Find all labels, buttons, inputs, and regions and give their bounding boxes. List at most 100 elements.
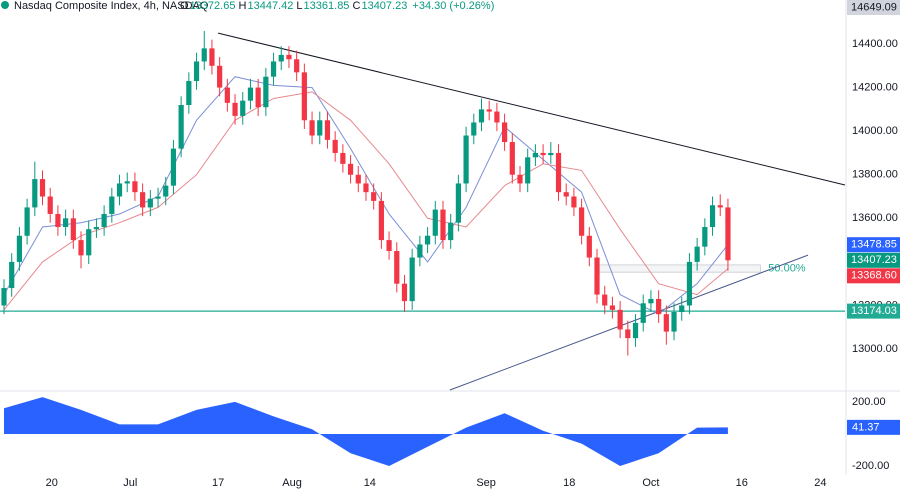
candle-body [278, 54, 284, 62]
candle-body [609, 305, 616, 310]
x-tick-label: Jul [123, 477, 137, 489]
candle-body [579, 207, 585, 236]
candle-body [101, 213, 107, 228]
x-tick-label: 24 [814, 477, 826, 489]
price-label: 13407.23 [851, 254, 897, 266]
candle-body [55, 213, 61, 228]
candle-body [371, 192, 377, 201]
candle-body [309, 120, 315, 136]
y-tick-label: 14400.00 [852, 38, 898, 50]
trendline [449, 254, 809, 391]
change-value: +34.30 (+0.26%) [412, 0, 494, 12]
moving-average [3, 91, 729, 311]
y-tick-label: 14200.00 [852, 81, 898, 93]
candle-body [116, 183, 123, 197]
y-tick-label: 13600.00 [852, 212, 898, 224]
price-label-box [847, 252, 900, 268]
candle-body [63, 218, 69, 228]
candle-body [517, 174, 523, 184]
x-tick-label: Sep [476, 477, 496, 489]
candle-body [378, 200, 384, 241]
candle-body [725, 207, 731, 261]
candle-body [571, 196, 577, 208]
candle-body [401, 283, 408, 302]
x-tick-label: 17 [212, 477, 224, 489]
ohlc-value: 13372.65 [190, 0, 236, 12]
candle-body [486, 109, 492, 112]
candle-body [494, 111, 500, 123]
candle-body [548, 152, 554, 156]
candle-body [240, 100, 246, 116]
candle-body [86, 229, 92, 256]
x-tick-label: 16 [736, 477, 748, 489]
candle-body [632, 322, 639, 339]
candle-body [263, 76, 269, 108]
candle-body [663, 314, 669, 332]
candle-body [317, 120, 323, 136]
candle-body [355, 174, 361, 184]
candle-body [9, 261, 15, 289]
candle-body [679, 305, 685, 312]
indicator-tick-label: -200.00 [852, 460, 889, 472]
x-tick-label: 14 [364, 477, 376, 489]
candle-body [594, 257, 600, 295]
header: Nasdaq Composite Index, 4h, NASDAQ O1337… [1, 0, 494, 12]
candle-body [363, 183, 369, 193]
candle-body [32, 179, 38, 208]
candle-body [140, 192, 146, 208]
candle-body [671, 312, 677, 332]
candle-body [132, 181, 138, 193]
candle-body [409, 257, 415, 302]
candle-body [471, 122, 477, 136]
indicator-value-box [847, 419, 900, 435]
price-label: 13478.85 [851, 239, 897, 251]
candle-body [255, 87, 261, 108]
candle-body [424, 235, 431, 245]
price-label-box [847, 237, 900, 253]
candle-body [640, 303, 646, 323]
candle-body [532, 152, 539, 158]
y-tick-label: 13800.00 [852, 169, 898, 181]
candle-body [124, 181, 130, 184]
moving-average [3, 76, 729, 315]
candle-body [178, 105, 184, 149]
x-tick-label: Oct [642, 477, 659, 489]
ohlc-value: 13361.85 [304, 0, 350, 12]
candle-body [163, 185, 169, 197]
candle-body [555, 152, 562, 193]
candle-body [702, 227, 708, 247]
candle-body [324, 120, 331, 140]
candle-body [340, 152, 346, 164]
y-tick-label: 13000.00 [852, 343, 898, 355]
candle-body [39, 179, 46, 197]
fib-label: 50.00% [768, 262, 806, 274]
candle-body [217, 65, 223, 88]
ohlc-letter: C [353, 0, 361, 12]
candle-body [193, 61, 200, 82]
ohlc-text: O13372.65 H13447.42 L13361.85 C13407.23 … [180, 0, 494, 12]
chart-title: Nasdaq Composite Index, 4h, NASDAQ [14, 0, 209, 12]
candle-body [294, 59, 300, 73]
x-tick-label: 18 [563, 477, 575, 489]
fib-zone [595, 264, 761, 273]
candle-body [694, 246, 700, 262]
candle-body [394, 250, 400, 284]
candle-body [332, 139, 338, 153]
price-label: 13368.60 [851, 270, 897, 282]
candle-body [501, 122, 508, 143]
price-label: 13174.03 [851, 305, 897, 317]
candle-body [648, 298, 654, 304]
candle-body [540, 152, 546, 156]
candle-body [448, 222, 454, 241]
status-dot [1, 1, 9, 9]
candle-body [686, 261, 693, 306]
candle-body [656, 298, 662, 315]
candle-body [186, 81, 192, 106]
candle-body [525, 157, 531, 184]
candle-body [625, 329, 631, 339]
candle-body [201, 48, 207, 62]
ohlc-value: 13407.23 [361, 0, 407, 12]
